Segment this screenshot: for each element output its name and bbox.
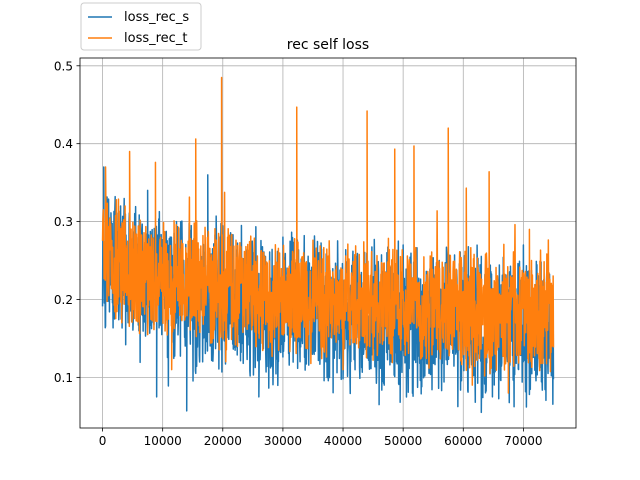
y-tick-label: 0.4 xyxy=(54,137,73,151)
x-tick-label: 20000 xyxy=(204,434,242,448)
x-tick-label: 0 xyxy=(99,434,107,448)
series-line-loss-rec-t xyxy=(101,76,555,394)
y-tick-label: 0.2 xyxy=(54,293,73,307)
x-axis: 0 10000 20000 30000 40000 50000 60000 70000 xyxy=(99,428,542,448)
plot-area xyxy=(101,76,555,414)
y-tick-label: 0.1 xyxy=(54,371,73,385)
x-tick-label: 10000 xyxy=(144,434,182,448)
x-tick-label: 60000 xyxy=(444,434,482,448)
y-tick-label: 0.5 xyxy=(54,59,73,73)
axes-frame xyxy=(79,57,577,429)
x-tick-label: 70000 xyxy=(504,434,542,448)
chart-title: rec self loss xyxy=(287,37,369,53)
y-axis: 0.1 0.2 0.3 0.4 0.5 xyxy=(54,59,80,385)
legend-label-loss-rec-s: loss_rec_s xyxy=(124,10,189,25)
x-tick-label: 30000 xyxy=(264,434,302,448)
x-tick-label: 50000 xyxy=(384,434,422,448)
legend: loss_rec_s loss_rec_t xyxy=(80,2,202,51)
y-tick-label: 0.3 xyxy=(54,215,73,229)
legend-label-loss-rec-t: loss_rec_t xyxy=(124,31,187,46)
x-tick-label: 40000 xyxy=(324,434,362,448)
